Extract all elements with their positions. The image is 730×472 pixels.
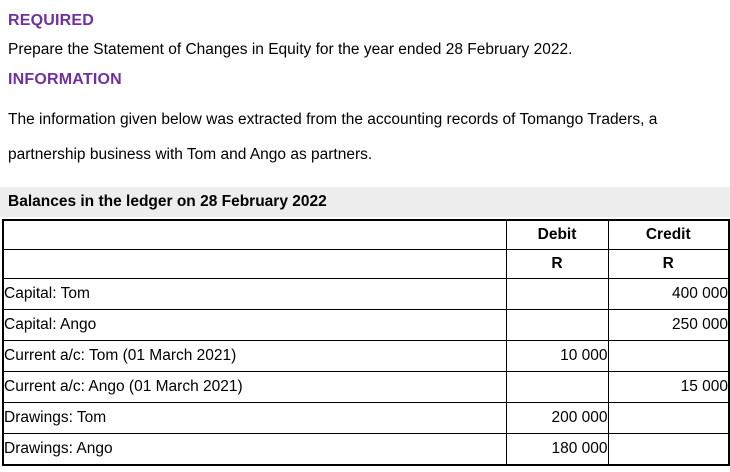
row-debit-value: 200 000 (505, 402, 609, 434)
currency-debit: R (505, 249, 609, 279)
header-debit: Debit (505, 219, 609, 250)
currency-credit: R (607, 249, 730, 279)
table-row: Drawings: Ango 180 000 (2, 433, 730, 466)
row-label: Drawings: Ango (2, 433, 507, 466)
table-currency-row: R R (2, 249, 730, 279)
currency-empty-cell (2, 249, 507, 279)
row-debit-value (505, 309, 609, 341)
row-credit-value: 250 000 (607, 309, 730, 341)
row-credit-value: 400 000 (607, 278, 730, 310)
row-credit-value (607, 402, 730, 434)
row-label: Current a/c: Ango (01 March 2021) (2, 371, 507, 403)
header-empty-cell (2, 219, 507, 250)
row-credit-value (607, 433, 730, 466)
row-debit-value: 10 000 (505, 340, 609, 372)
table-row: Capital: Tom 400 000 (2, 278, 730, 310)
table-header-row: Debit Credit (2, 219, 730, 250)
information-heading: INFORMATION (8, 71, 122, 88)
required-instruction-text: Prepare the Statement of Changes in Equi… (8, 41, 573, 58)
table-row: Capital: Ango 250 000 (2, 309, 730, 341)
row-label: Drawings: Tom (2, 402, 507, 434)
row-label: Current a/c: Tom (01 March 2021) (2, 340, 507, 372)
row-credit-value: 15 000 (607, 371, 730, 403)
table-row: Current a/c: Ango (01 March 2021) 15 000 (2, 371, 730, 403)
required-heading: REQUIRED (8, 12, 95, 29)
row-debit-value (505, 278, 609, 310)
header-credit: Credit (607, 219, 730, 250)
row-credit-value (607, 340, 730, 372)
table-caption: Balances in the ledger on 28 February 20… (0, 187, 730, 217)
table-row: Current a/c: Tom (01 March 2021) 10 000 (2, 340, 730, 372)
ledger-balances-table: Debit Credit R R Capital: Tom 400 000 Ca… (2, 219, 730, 466)
row-label: Capital: Ango (2, 309, 507, 341)
row-debit-value (505, 371, 609, 403)
information-body-text: The information given below was extracte… (8, 111, 658, 163)
row-label: Capital: Tom (2, 278, 507, 310)
row-debit-value: 180 000 (505, 433, 609, 466)
table-row: Drawings: Tom 200 000 (2, 402, 730, 434)
